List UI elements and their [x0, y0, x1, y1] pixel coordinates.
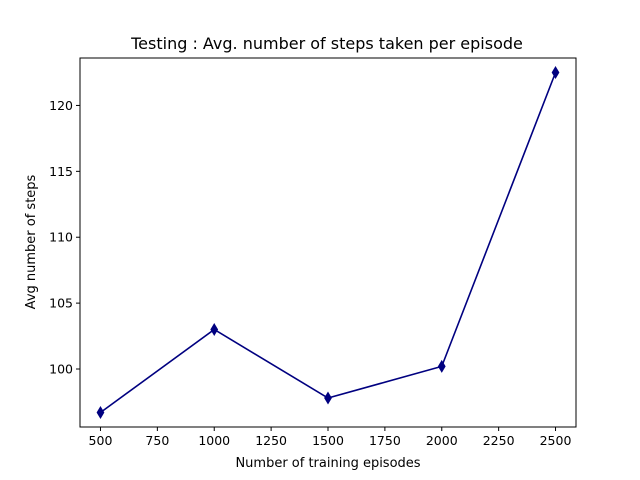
x-tick-label: 1750 [369, 433, 401, 448]
x-tick-label: 500 [89, 433, 113, 448]
y-tick-label: 105 [49, 296, 73, 311]
x-tick-label: 750 [145, 433, 169, 448]
x-axis-label: Number of training episodes [235, 456, 420, 471]
x-tick-label: 1500 [312, 433, 344, 448]
x-tick-label: 1250 [255, 433, 287, 448]
data-point-marker [210, 323, 219, 336]
y-tick-label: 110 [49, 230, 73, 245]
y-tick-label: 120 [49, 98, 73, 113]
series-line [100, 72, 557, 414]
x-axis: 500 750 1000 1250 1500 1750 2000 2250 2500 [89, 427, 572, 448]
x-tick-label: 2000 [426, 433, 458, 448]
data-point-marker [551, 66, 560, 79]
series-layer [96, 66, 560, 419]
x-tick-label: 1000 [198, 433, 230, 448]
y-axis-label: Avg number of steps [24, 174, 39, 309]
plot-area-frame [79, 57, 577, 428]
data-point-marker [96, 406, 105, 419]
data-point-marker [437, 359, 446, 373]
chart-title: Testing : Avg. number of steps taken per… [130, 34, 523, 53]
x-tick-label: 2250 [483, 433, 515, 448]
data-point-marker [324, 391, 332, 405]
y-tick-label: 100 [49, 362, 73, 377]
x-tick-label: 2500 [540, 433, 572, 448]
y-tick-label: 115 [49, 164, 73, 179]
y-axis: 100 105 110 115 120 [49, 98, 80, 377]
